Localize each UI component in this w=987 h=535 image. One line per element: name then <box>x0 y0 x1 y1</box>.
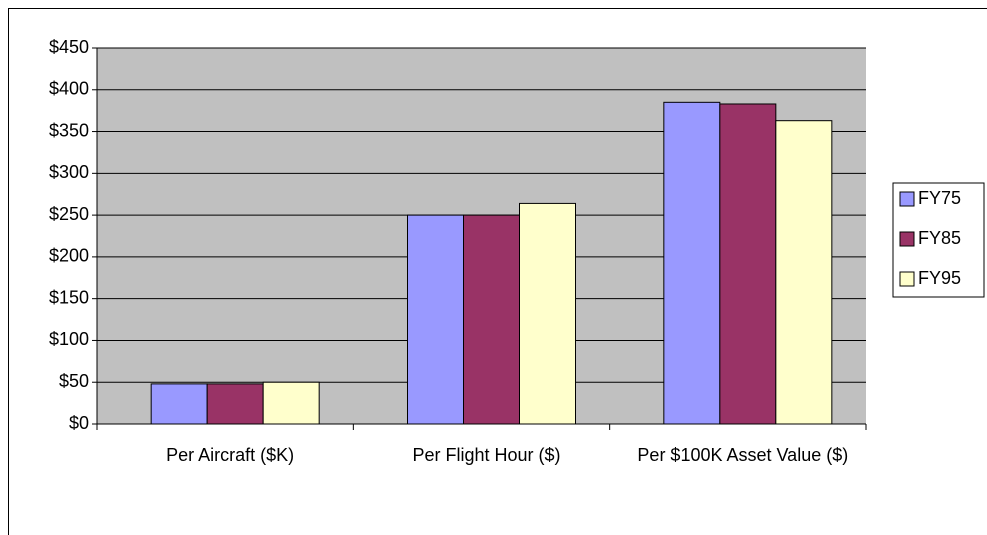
y-tick-label: $0 <box>69 413 89 433</box>
legend-label: FY95 <box>918 268 961 288</box>
legend-label: FY85 <box>918 228 961 248</box>
bar <box>150 383 208 425</box>
x-tick-label: Per Flight Hour ($) <box>412 445 561 465</box>
bar <box>463 214 520 425</box>
bar <box>407 214 464 425</box>
bar <box>775 120 833 425</box>
y-tick-label: $400 <box>49 79 89 99</box>
legend-swatch <box>899 191 915 207</box>
y-tick-label: $100 <box>49 329 89 349</box>
y-tick-label: $150 <box>49 287 89 307</box>
y-tick-label: $200 <box>49 246 89 266</box>
bar <box>663 101 721 425</box>
y-tick-label: $450 <box>49 37 89 57</box>
bar <box>206 383 264 425</box>
x-tick-label: Per Aircraft ($K) <box>166 445 295 465</box>
y-tick-label: $350 <box>49 120 89 140</box>
x-tick-label: Per $100K Asset Value ($) <box>637 445 849 465</box>
y-tick-label: $250 <box>49 204 89 224</box>
y-tick-label: $300 <box>49 162 89 182</box>
legend-swatch <box>899 231 915 247</box>
legend-label: FY75 <box>918 188 961 208</box>
chart-border <box>8 8 987 535</box>
legend-swatch <box>899 271 915 287</box>
bar <box>719 103 777 425</box>
bar <box>519 202 576 425</box>
y-tick-label: $50 <box>59 371 89 391</box>
bar <box>262 381 320 425</box>
